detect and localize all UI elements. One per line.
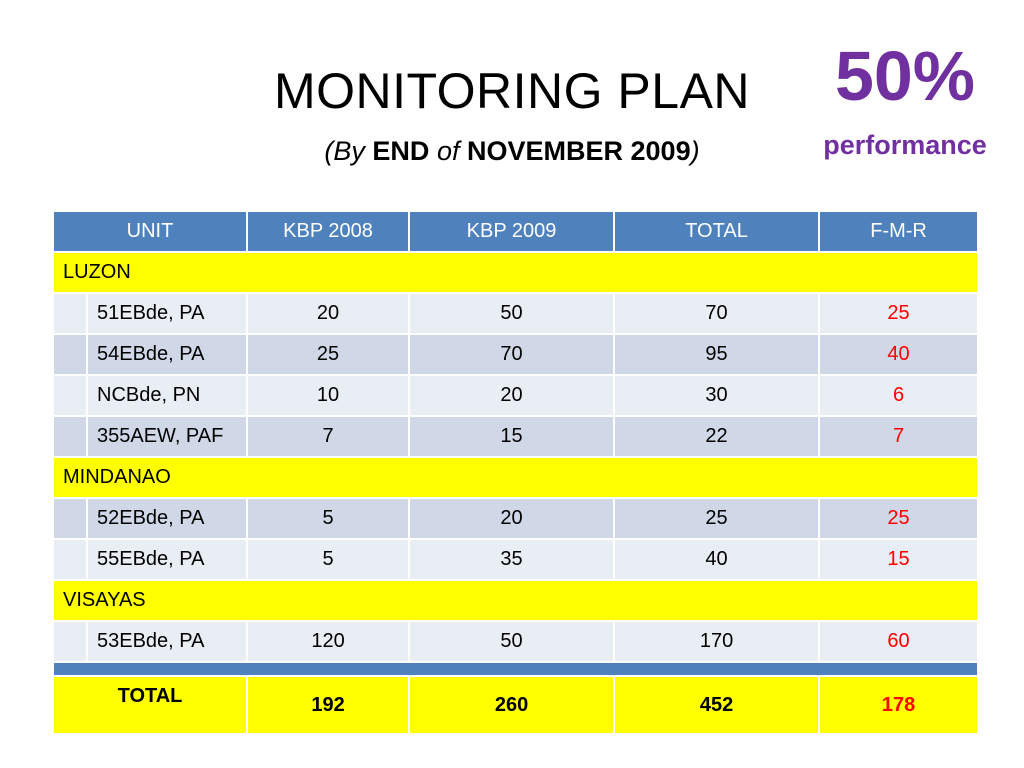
indent-cell [52, 333, 88, 376]
totals-kbp2008: 192 [246, 675, 411, 735]
totals-total: 452 [613, 675, 821, 735]
indent-cell [52, 374, 88, 417]
total-cell: 40 [613, 538, 821, 581]
indent-cell [52, 538, 88, 581]
indent-cell [52, 620, 88, 663]
fmr-cell: 15 [818, 538, 980, 581]
subtitle-open-paren: ( [324, 136, 334, 166]
indent-cell [52, 292, 88, 335]
region-row-visayas: VISAYAS [51, 579, 980, 622]
subtitle-end: END [372, 136, 430, 166]
kbp2008-cell: 25 [246, 333, 411, 376]
totals-row: TOTAL 192 260 452 178 [51, 675, 980, 735]
kbp2009-cell: 35 [408, 538, 616, 581]
performance-percent: 50% [834, 37, 976, 115]
table-row: 55EBde, PA 5 35 40 15 [52, 538, 980, 581]
slide-subtitle: (By END of NOVEMBER 2009) [0, 136, 1024, 167]
indent-cell [52, 497, 88, 540]
table-row: 53EBde, PA 120 50 170 60 [52, 620, 980, 663]
subtitle-month: NOVEMBER 2009 [467, 136, 691, 166]
totals-label: TOTAL [51, 675, 249, 735]
monitoring-table: UNIT KBP 2008 KBP 2009 TOTAL F-M-R LUZON… [51, 210, 980, 735]
table-row: NCBde, PN 10 20 30 6 [52, 374, 980, 417]
header-unit: UNIT [51, 210, 249, 253]
total-cell: 70 [613, 292, 821, 335]
kbp2008-cell: 7 [246, 415, 411, 458]
unit-cell: 51EBde, PA [85, 292, 249, 335]
unit-cell: 52EBde, PA [85, 497, 249, 540]
unit-cell: 54EBde, PA [85, 333, 249, 376]
fmr-cell: 40 [818, 333, 980, 376]
unit-cell: 355AEW, PAF [85, 415, 249, 458]
kbp2009-cell: 50 [408, 292, 616, 335]
kbp2009-cell: 70 [408, 333, 616, 376]
kbp2009-cell: 20 [408, 497, 616, 540]
separator-row [51, 661, 980, 677]
performance-label: performance [823, 130, 987, 160]
table-row: 51EBde, PA 20 50 70 25 [52, 292, 980, 335]
unit-cell: 53EBde, PA [85, 620, 249, 663]
kbp2009-cell: 20 [408, 374, 616, 417]
unit-cell: NCBde, PN [85, 374, 249, 417]
unit-cell: 55EBde, PA [85, 538, 249, 581]
total-cell: 30 [613, 374, 821, 417]
kbp2009-cell: 50 [408, 620, 616, 663]
table-row: 54EBde, PA 25 70 95 40 [52, 333, 980, 376]
fmr-cell: 6 [818, 374, 980, 417]
header-kbp-2008: KBP 2008 [246, 210, 411, 253]
kbp2008-cell: 120 [246, 620, 411, 663]
kbp2008-cell: 20 [246, 292, 411, 335]
header-total: TOTAL [613, 210, 821, 253]
slide-title: MONITORING PLAN [273, 63, 751, 119]
kbp2009-cell: 15 [408, 415, 616, 458]
header-kbp-2009: KBP 2009 [408, 210, 616, 253]
separator-bar [51, 661, 980, 677]
fmr-cell: 60 [818, 620, 980, 663]
subtitle-by: By [333, 136, 365, 166]
indent-cell [52, 415, 88, 458]
region-row-luzon: LUZON [51, 251, 980, 294]
subtitle-of: of [436, 136, 460, 166]
region-row-mindanao: MINDANAO [51, 456, 980, 499]
fmr-cell: 25 [818, 497, 980, 540]
region-label: VISAYAS [51, 579, 980, 622]
total-cell: 95 [613, 333, 821, 376]
kbp2008-cell: 10 [246, 374, 411, 417]
header-fmr: F-M-R [818, 210, 980, 253]
kbp2008-cell: 5 [246, 538, 411, 581]
total-cell: 25 [613, 497, 821, 540]
fmr-cell: 25 [818, 292, 980, 335]
table-row: 52EBde, PA 5 20 25 25 [52, 497, 980, 540]
table-row: 355AEW, PAF 7 15 22 7 [52, 415, 980, 458]
region-label: MINDANAO [51, 456, 980, 499]
total-cell: 170 [613, 620, 821, 663]
region-label: LUZON [51, 251, 980, 294]
subtitle-close-paren: ) [690, 136, 700, 166]
fmr-cell: 7 [818, 415, 980, 458]
totals-fmr: 178 [818, 675, 980, 735]
totals-kbp2009: 260 [408, 675, 616, 735]
total-cell: 22 [613, 415, 821, 458]
table-header-row: UNIT KBP 2008 KBP 2009 TOTAL F-M-R [51, 210, 980, 253]
kbp2008-cell: 5 [246, 497, 411, 540]
